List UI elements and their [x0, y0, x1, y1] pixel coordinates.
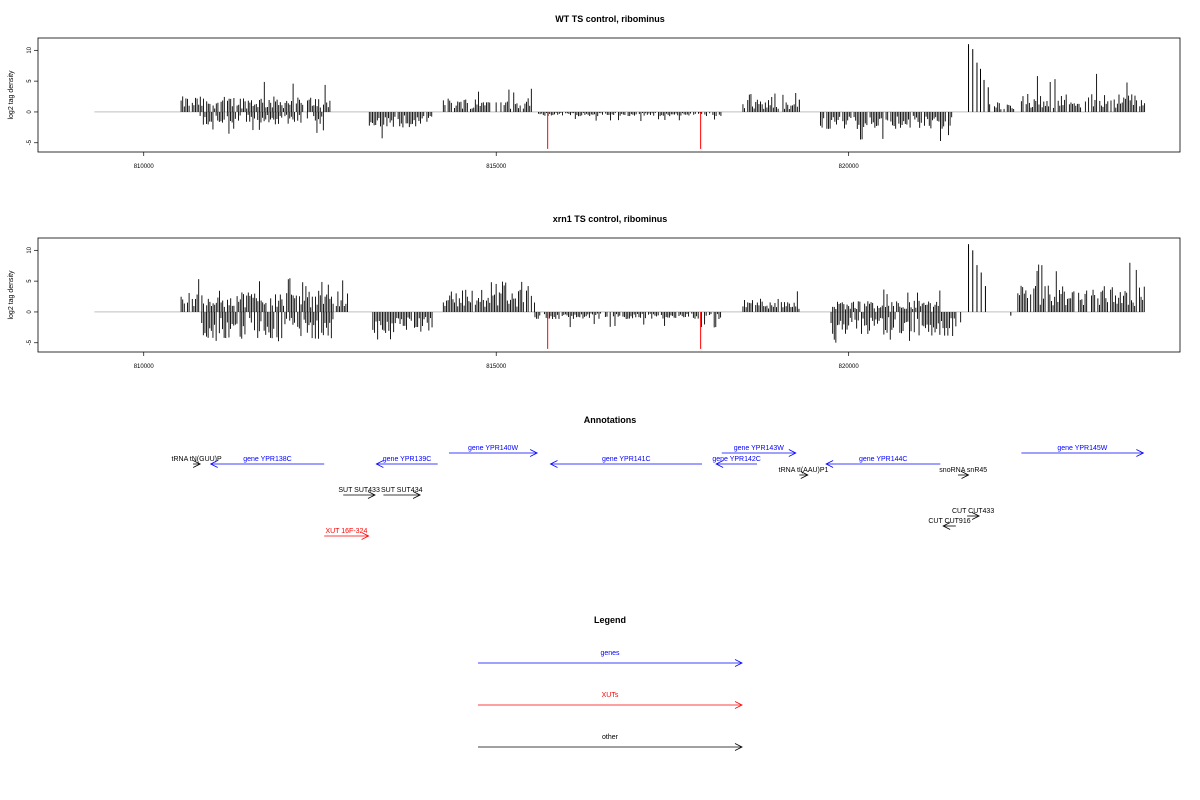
annotation-feature: SUT SUT433: [338, 487, 380, 499]
legend-label: other: [602, 734, 619, 741]
axes: 10 5 0 -5 810000 815000 820000: [27, 246, 859, 370]
annotation-feature: snoRNA snR45: [939, 467, 987, 479]
feature-label: gene YPR138C: [243, 456, 292, 463]
legend-arrowhead: [734, 743, 743, 751]
annotation-feature: CUT CUT916: [928, 518, 971, 530]
feature-arrowhead: [412, 491, 421, 499]
legend-label: XUTs: [602, 692, 619, 699]
feature-label: gene YPR145W: [1057, 445, 1107, 452]
feature-label: gene YPR140W: [468, 445, 518, 452]
annotation-feature: tRNA tI(AAU)P1: [779, 467, 829, 479]
annotation-feature: CUT CUT433: [952, 508, 994, 520]
plot-frame: [37, 37, 1181, 153]
annotation-feature: gene YPR139C: [375, 456, 438, 468]
y-tick-label: 10: [27, 46, 33, 53]
feature-label: snoRNA snR45: [939, 467, 987, 474]
y-axis-label: log2 tag density: [8, 270, 15, 320]
feature-label: gene YPR142C: [712, 456, 761, 463]
legend-arrowhead: [734, 659, 743, 667]
annotation-feature: gene YPR145W: [1021, 445, 1145, 457]
annotation-feature: gene YPR143W: [721, 445, 797, 457]
coverage-bars: [94, 244, 1145, 349]
x-tick-label: 820000: [839, 164, 860, 170]
xrn1-coverage-track: xrn1 TS control, ribominus log2 tag dens…: [8, 214, 1181, 370]
axes: 10 5 0 -5 810000 815000 820000: [27, 46, 859, 170]
x-tick-label: 815000: [486, 364, 507, 370]
feature-label: tRNA tI(AAU)P1: [779, 467, 829, 474]
feature-arrowhead: [800, 471, 809, 479]
x-tick-label: 815000: [486, 164, 507, 170]
annotation-features: tRNA tN(GUU)P gene YPR138C SUT SUT433 SUT S…: [172, 445, 1145, 540]
annotations-panel: Annotations tRNA tN(GUU)P gene YPR138C SUT…: [172, 415, 1145, 540]
annotation-feature: gene YPR140W: [448, 445, 538, 457]
feature-arrowhead: [367, 491, 376, 499]
y-axis-label: log2 tag density: [8, 70, 15, 120]
feature-label: gene YPR144C: [859, 456, 908, 463]
y-tick-label: -5: [27, 339, 33, 345]
feature-arrowhead: [788, 449, 797, 457]
y-tick-label: 5: [27, 279, 33, 283]
wt-coverage-track: WT TS control, ribominus log2 tag densit…: [8, 14, 1181, 170]
track-title: WT TS control, ribominus: [555, 14, 665, 24]
feature-arrowhead: [971, 512, 980, 520]
feature-label: gene YPR143W: [734, 445, 784, 452]
annotation-feature: gene YPR144C: [825, 456, 941, 468]
annotations-title: Annotations: [584, 415, 637, 425]
feature-arrowhead: [529, 449, 538, 457]
feature-label: SUT SUT433: [338, 487, 380, 494]
feature-arrowhead: [361, 532, 370, 540]
x-tick-label: 810000: [134, 364, 155, 370]
plot-frame: [37, 237, 1181, 353]
annotation-feature: tRNA tN(GUU)P: [172, 456, 223, 468]
feature-arrowhead: [1136, 449, 1145, 457]
feature-label: SUT SUT434: [381, 487, 423, 494]
feature-arrowhead: [715, 460, 724, 468]
feature-label: CUT CUT433: [952, 508, 994, 515]
legend-items: genes XUTs other: [478, 650, 743, 751]
feature-arrowhead: [549, 460, 558, 468]
legend-arrowhead: [734, 701, 743, 709]
annotation-feature: gene YPR142C: [712, 456, 761, 468]
feature-arrowhead: [825, 460, 834, 468]
legend-title: Legend: [594, 615, 626, 625]
x-tick-label: 810000: [134, 164, 155, 170]
track-title: xrn1 TS control, ribominus: [553, 214, 668, 224]
annotation-feature: gene YPR138C: [209, 456, 325, 468]
feature-label: XUT 16F-324: [325, 528, 367, 535]
annotation-feature: SUT SUT434: [381, 487, 423, 499]
y-tick-label: 10: [27, 246, 33, 253]
feature-arrowhead: [942, 522, 951, 530]
feature-label: CUT CUT916: [928, 518, 970, 525]
y-tick-label: 0: [27, 310, 33, 314]
annotation-feature: XUT 16F-324: [324, 528, 370, 540]
feature-label: gene YPR141C: [602, 456, 651, 463]
legend-label: genes: [600, 650, 620, 657]
feature-arrowhead: [961, 471, 970, 479]
feature-arrowhead: [375, 460, 384, 468]
coverage-bars: [94, 44, 1146, 149]
y-tick-label: 5: [27, 79, 33, 83]
feature-label: tRNA tN(GUU)P: [172, 456, 223, 463]
legend: Legend genes XUTs other: [478, 615, 743, 751]
x-tick-label: 820000: [839, 364, 860, 370]
legend-item: other: [478, 734, 743, 751]
legend-item: XUTs: [478, 692, 743, 709]
annotation-feature: gene YPR141C: [549, 456, 703, 468]
legend-item: genes: [478, 650, 743, 667]
feature-arrowhead: [209, 460, 218, 468]
y-tick-label: 0: [27, 110, 33, 114]
feature-arrowhead: [192, 460, 202, 468]
y-tick-label: -5: [27, 139, 33, 145]
feature-label: gene YPR139C: [383, 456, 432, 463]
